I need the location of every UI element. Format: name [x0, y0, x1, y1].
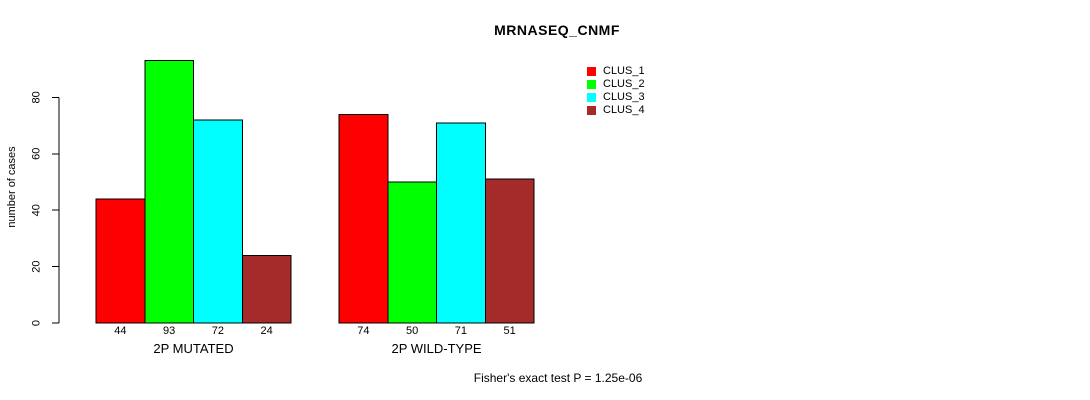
bar-value-label: 72	[212, 325, 224, 337]
bar-value-label: 50	[406, 325, 418, 337]
bar-clus_2-group1	[144, 60, 194, 324]
legend-label: CLUS_4	[603, 104, 645, 116]
bar-value-label: 74	[357, 325, 369, 337]
bar-clus_4-group1	[241, 254, 292, 324]
y-tick-label: 60	[31, 148, 43, 160]
bar-value-label: 44	[114, 325, 126, 337]
bar-clus_2-group2	[387, 181, 437, 324]
fisher-test-annotation: Fisher's exact test P = 1.25e-06	[473, 371, 643, 385]
bar-clus_4-group2	[484, 178, 535, 324]
legend: CLUS_1 CLUS_2 CLUS_3 CLUS_4	[587, 65, 645, 117]
y-tick-label: 0	[31, 320, 43, 326]
bar-value-label: 93	[163, 325, 175, 337]
legend-swatch-clus_1	[587, 67, 596, 76]
group-label: 2P MUTATED	[153, 341, 233, 356]
legend-label: CLUS_1	[603, 65, 645, 77]
legend-entry: CLUS_2	[587, 78, 645, 91]
bar-clus_3-group2	[436, 122, 486, 324]
legend-label: CLUS_2	[603, 78, 645, 90]
bar-value-label: 51	[504, 325, 516, 337]
bar-clus_1-group2	[338, 113, 389, 324]
bar-value-label: 71	[455, 325, 467, 337]
bar-value-label: 24	[261, 325, 273, 337]
legend-swatch-clus_2	[587, 80, 596, 89]
legend-entry: CLUS_3	[587, 91, 645, 104]
group-label: 2P WILD-TYPE	[391, 341, 481, 356]
bar-clus_3-group1	[193, 119, 243, 324]
y-tick-label: 20	[31, 260, 43, 272]
legend-swatch-clus_4	[587, 106, 596, 115]
chart-title: MRNASEQ_CNMF	[494, 22, 620, 38]
legend-entry: CLUS_1	[587, 65, 645, 78]
legend-label: CLUS_3	[603, 91, 645, 103]
legend-entry: CLUS_4	[587, 104, 645, 117]
y-tick-label: 80	[31, 91, 43, 103]
legend-swatch-clus_3	[587, 93, 596, 102]
bar-clus_1-group1	[95, 198, 146, 324]
y-tick-label: 40	[31, 204, 43, 216]
